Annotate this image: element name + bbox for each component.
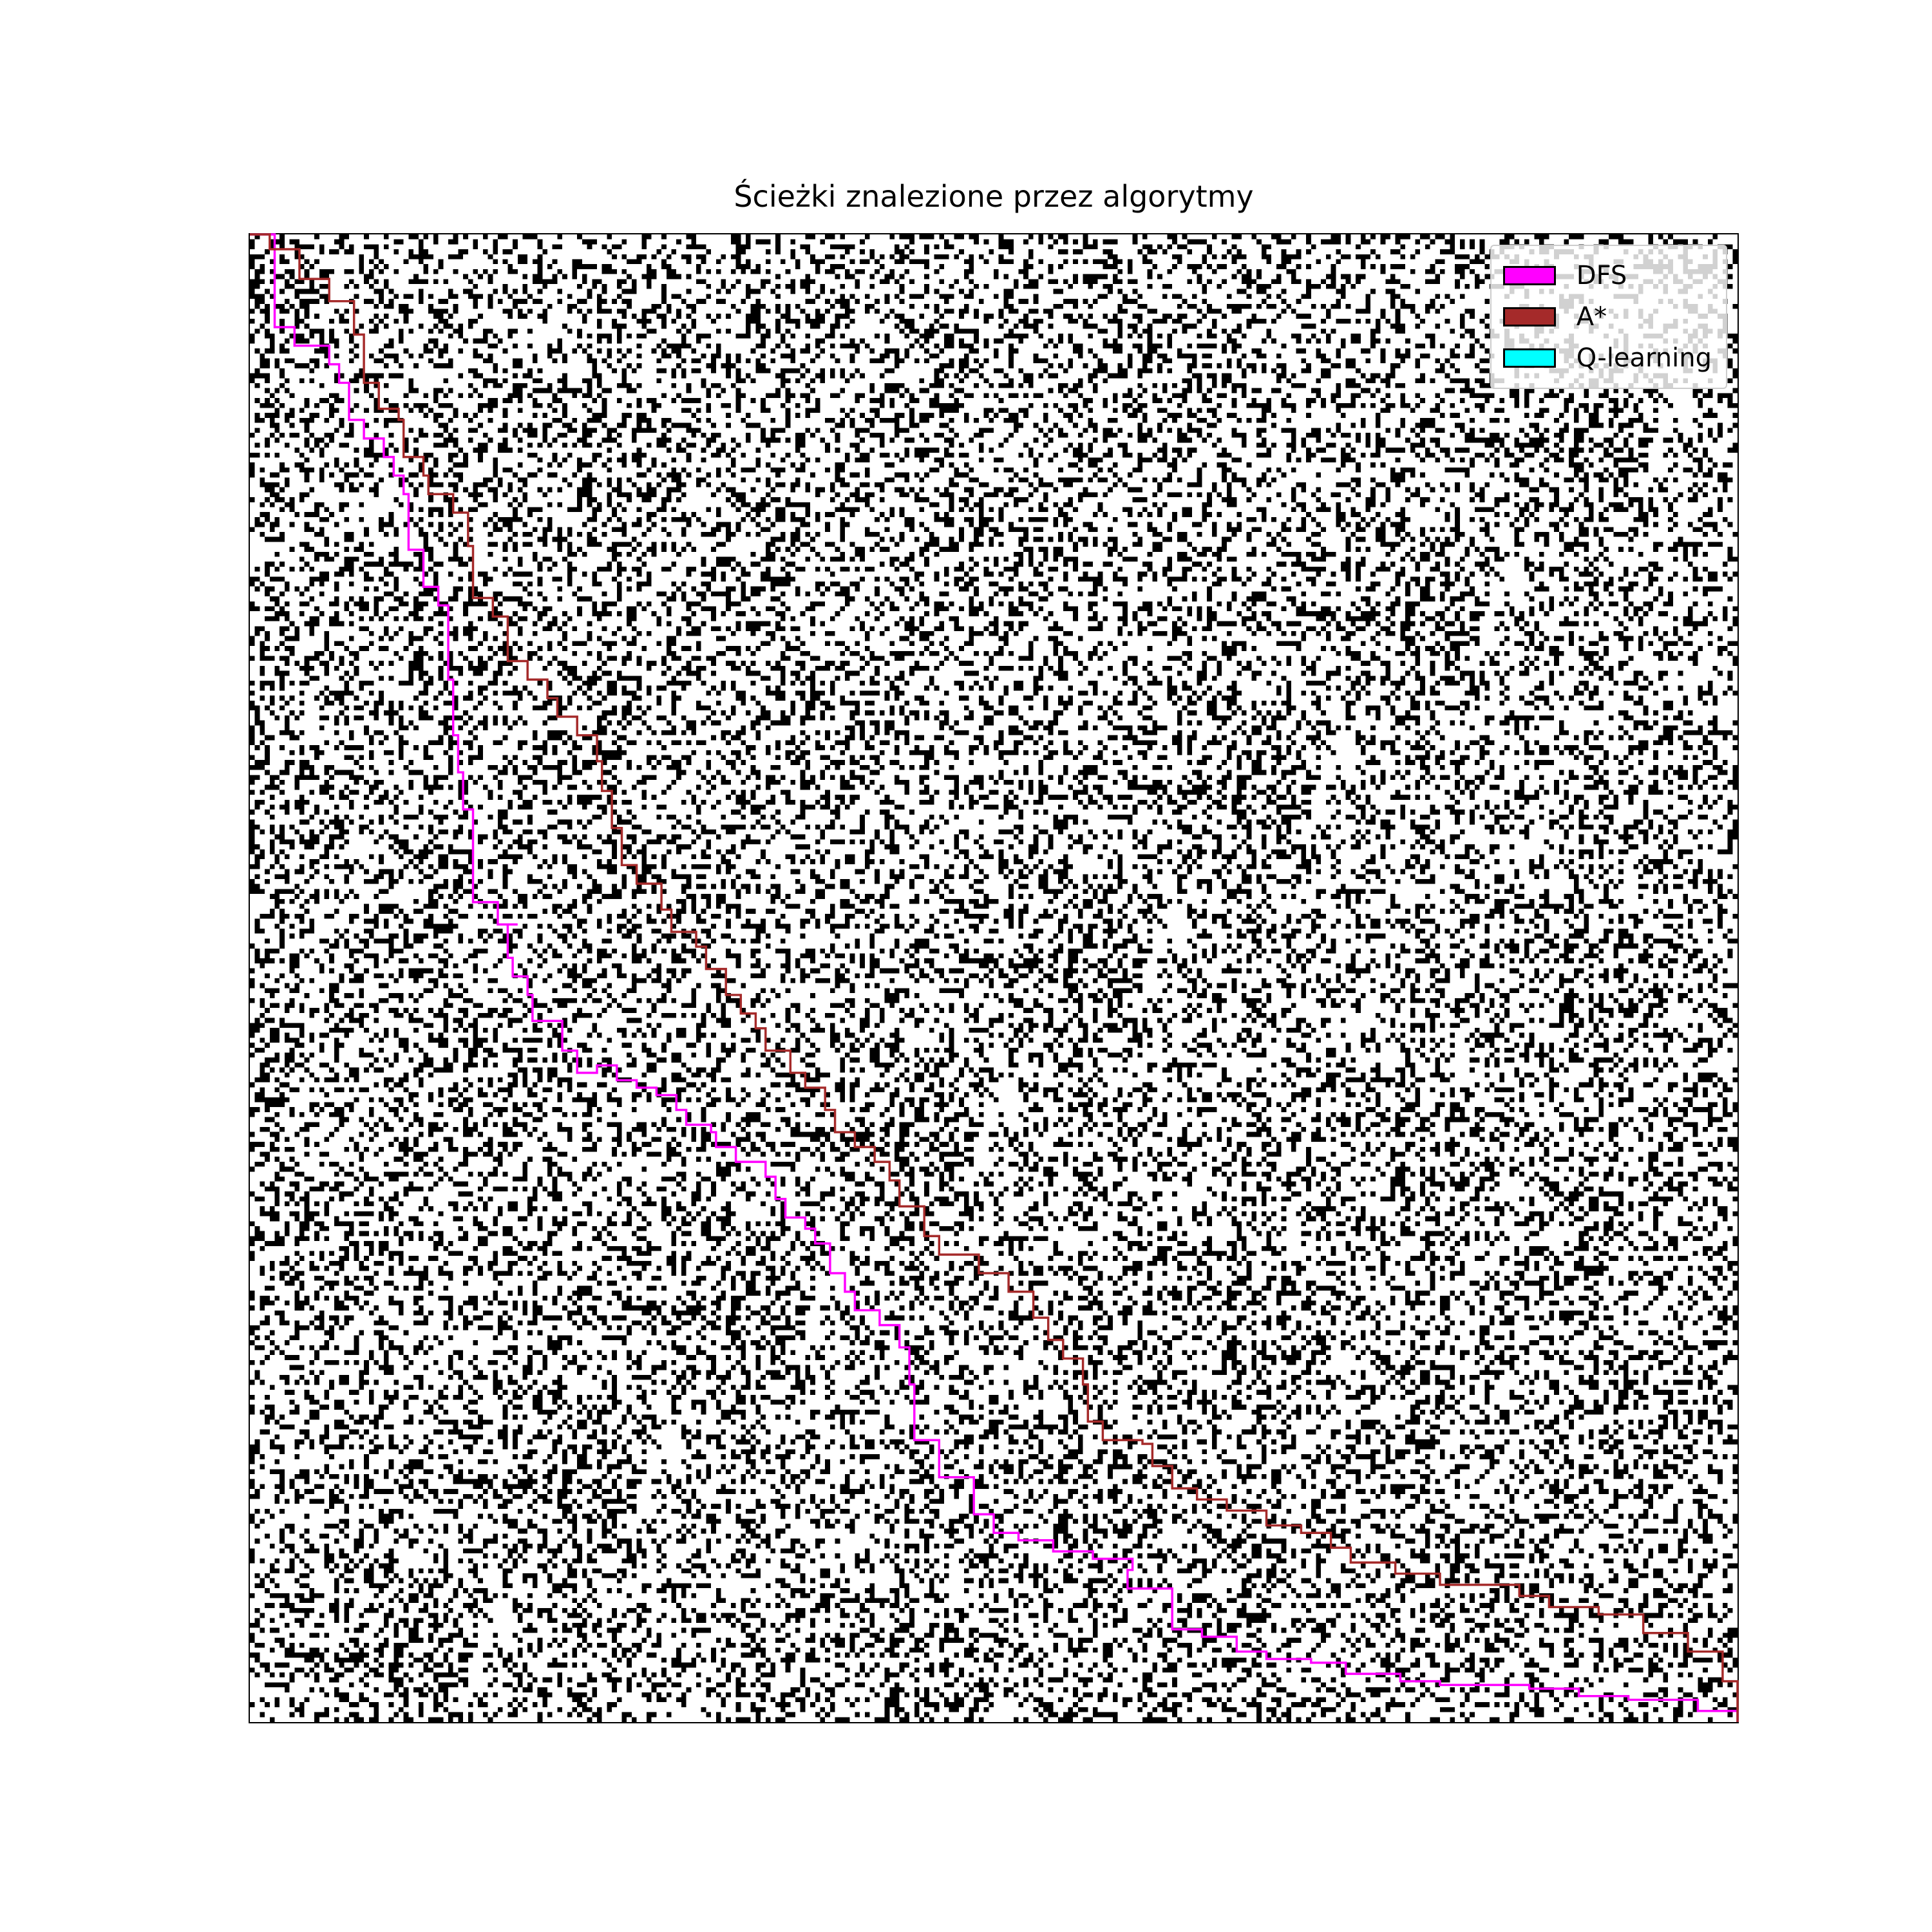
legend-label-dfs: DFS	[1576, 261, 1627, 290]
legend-entry-dfs: DFS	[1502, 255, 1712, 296]
plot-area: DFS A* Q-learning	[249, 233, 1739, 1723]
legend-swatch-dfs	[1502, 266, 1556, 285]
paths-layer	[250, 233, 1739, 1722]
legend-label-qlearning: Q-learning	[1576, 343, 1712, 373]
legend-entry-qlearning: Q-learning	[1502, 337, 1712, 379]
path-dfs	[250, 233, 1739, 1722]
legend-swatch-astar	[1502, 307, 1556, 327]
chart-title: Ścieżki znalezione przez algorytmy	[734, 179, 1254, 214]
legend: DFS A* Q-learning	[1490, 245, 1727, 389]
obstacle-grid	[250, 234, 1738, 1722]
legend-label-astar: A*	[1576, 302, 1607, 332]
legend-swatch-qlearning	[1502, 348, 1556, 368]
legend-entry-astar: A*	[1502, 296, 1712, 337]
path-a-	[250, 233, 1739, 1722]
